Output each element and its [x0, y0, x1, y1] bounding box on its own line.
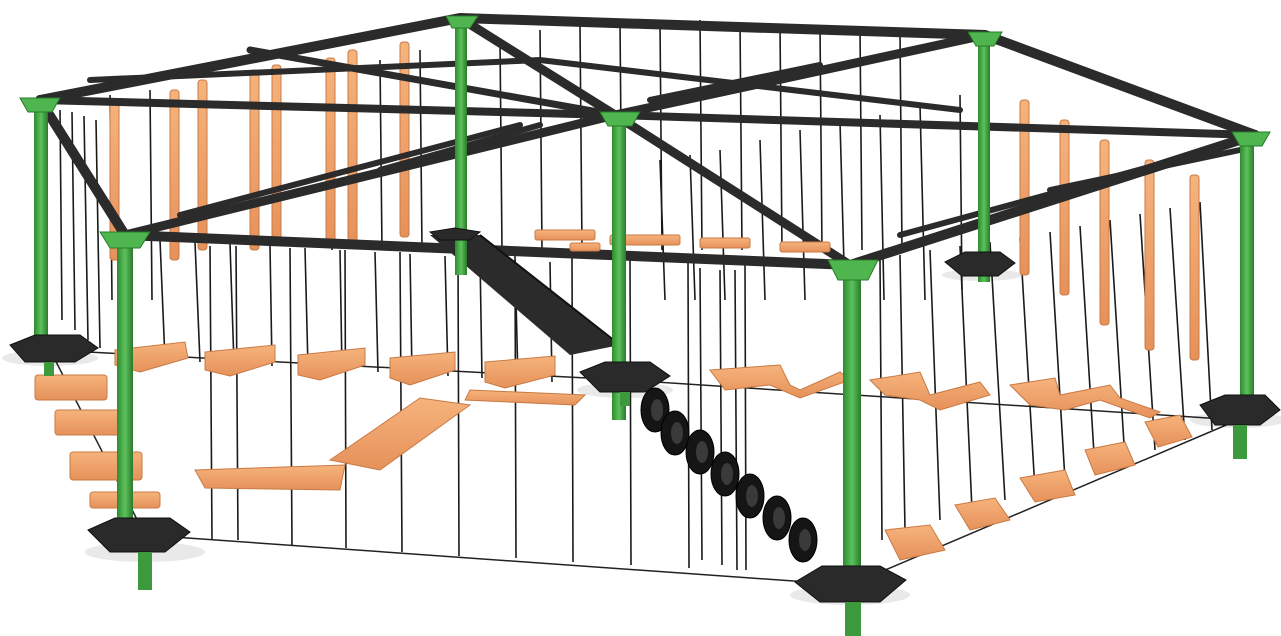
green-posts — [34, 25, 1254, 590]
black-bridge — [430, 234, 621, 355]
base-plates — [9, 227, 1281, 603]
ground-shadows — [2, 269, 1281, 605]
post-caps — [19, 15, 1271, 281]
tire-holes — [651, 399, 811, 551]
wooden-steps — [34, 229, 1193, 561]
post-feet — [44, 362, 1247, 636]
top-frame — [35, 12, 1260, 271]
